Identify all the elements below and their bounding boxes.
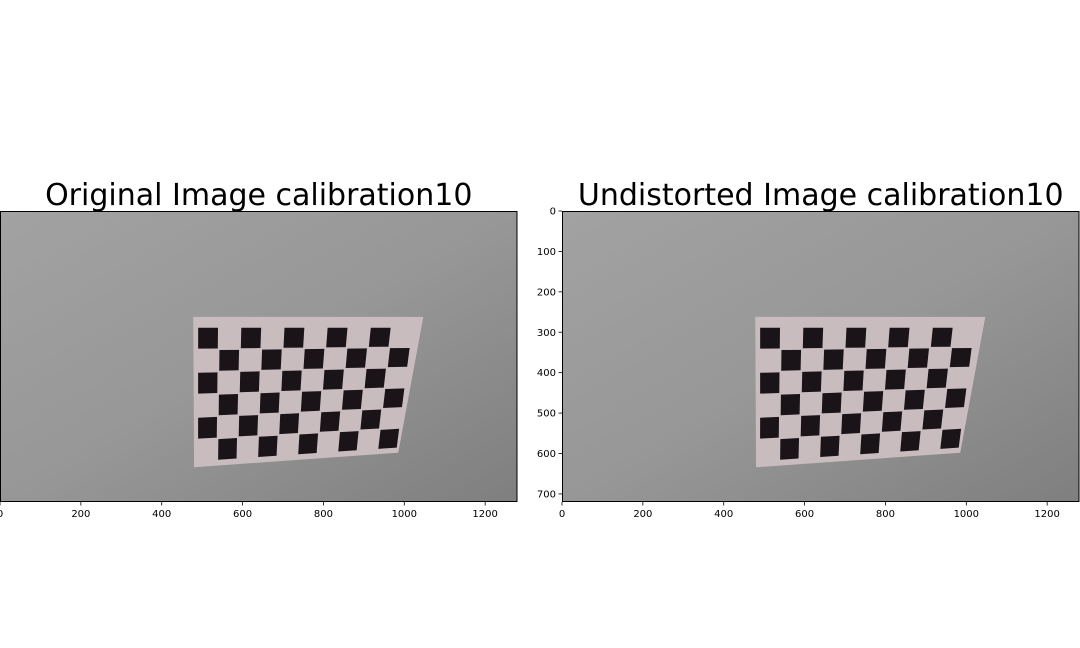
checker-square <box>300 391 322 412</box>
checker-square <box>800 415 821 437</box>
checker-square <box>949 347 972 368</box>
checker-square <box>322 369 344 390</box>
checker-square <box>283 327 305 348</box>
checker-square <box>338 431 359 452</box>
axes-title: Undistorted Image calibration10 <box>578 178 1064 213</box>
y-tick-label: 0 <box>550 207 556 218</box>
checker-square <box>760 372 780 394</box>
checker-square <box>261 349 282 370</box>
x-tick-label: 1000 <box>392 509 417 520</box>
checker-square <box>888 327 910 348</box>
checker-square <box>862 391 884 412</box>
y-tick-label: 400 <box>537 368 556 379</box>
checker-square <box>360 409 382 430</box>
x-tick-label: 800 <box>314 509 333 520</box>
checker-square <box>383 388 405 408</box>
checker-square <box>378 428 400 449</box>
y-tick-label: 300 <box>537 328 556 339</box>
checker-square <box>364 368 386 389</box>
checker-square <box>781 349 802 371</box>
x-tick-label: 400 <box>152 509 171 520</box>
checker-square <box>821 392 842 414</box>
checker-square <box>218 393 239 416</box>
checker-square <box>780 393 801 416</box>
checker-square <box>319 411 341 432</box>
checker-square <box>860 433 881 455</box>
checker-square <box>865 348 887 369</box>
checker-square <box>240 327 262 349</box>
axes-frame <box>562 211 1080 502</box>
checker-square <box>881 411 903 432</box>
checker-square <box>945 388 967 408</box>
checker-square <box>326 327 348 348</box>
x-tick-label: 1200 <box>472 509 497 520</box>
checker-square <box>903 389 925 410</box>
x-tick-label: 1200 <box>1034 509 1059 520</box>
image-panel <box>0 211 518 502</box>
checker-square <box>922 409 944 430</box>
x-tick-label: 200 <box>633 509 652 520</box>
checker-square <box>218 438 238 460</box>
x-tick-label: 600 <box>795 509 814 520</box>
y-tick-label: 200 <box>537 287 556 298</box>
checker-square <box>780 438 800 460</box>
checker-square <box>345 348 367 369</box>
axes-frame <box>0 211 518 502</box>
checker-square <box>760 416 780 439</box>
checker-square <box>802 327 824 349</box>
x-tick-label: 1000 <box>954 509 979 520</box>
checker-square <box>198 372 218 394</box>
checker-square <box>198 327 219 349</box>
x-tick-label: 0 <box>559 509 565 520</box>
x-tick-label: 0 <box>0 509 3 520</box>
y-tick-label: 600 <box>537 449 556 460</box>
checker-square <box>823 349 844 370</box>
checker-square <box>279 413 300 435</box>
checker-square <box>801 371 822 393</box>
checker-square <box>238 415 259 437</box>
y-tick-label: 500 <box>537 409 556 420</box>
image-panel <box>562 211 1080 502</box>
checker-square <box>281 370 302 391</box>
checker-square <box>387 347 410 368</box>
checker-square <box>198 416 218 439</box>
checker-square <box>368 327 391 347</box>
checker-square <box>298 433 319 455</box>
x-tick-label: 200 <box>71 509 90 520</box>
checker-square <box>907 348 929 369</box>
checker-square <box>239 371 260 393</box>
x-tick-label: 600 <box>233 509 252 520</box>
checker-square <box>820 435 840 458</box>
checker-square <box>845 327 867 348</box>
checker-square <box>930 327 953 347</box>
checker-square <box>843 370 864 391</box>
checker-square <box>219 349 240 371</box>
checker-square <box>341 389 363 410</box>
y-tick-label: 100 <box>537 247 556 258</box>
checker-square <box>303 348 325 369</box>
checker-square <box>926 368 948 389</box>
checker-square <box>940 428 962 449</box>
checker-square <box>258 435 278 458</box>
checker-square <box>760 327 781 349</box>
checker-square <box>900 431 921 452</box>
x-tick-label: 800 <box>876 509 895 520</box>
checker-square <box>259 392 280 414</box>
checker-square <box>841 413 862 435</box>
axes-title: Original Image calibration10 <box>45 178 472 213</box>
y-tick-label: 700 <box>537 489 556 500</box>
checker-square <box>884 369 906 390</box>
x-tick-label: 400 <box>714 509 733 520</box>
